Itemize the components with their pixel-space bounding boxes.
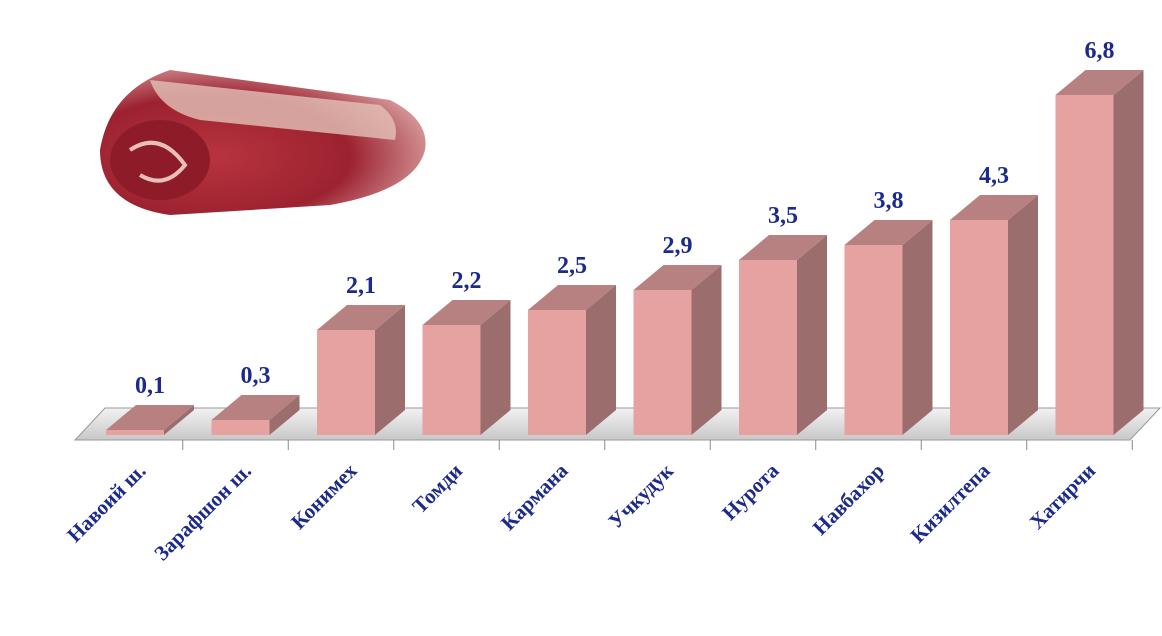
x-tick-label: Зарафшон ш. (149, 459, 256, 566)
bar (1055, 70, 1144, 435)
bar-top (211, 395, 300, 420)
bar-top (528, 285, 616, 310)
bar-side (797, 235, 827, 435)
bar-front (950, 220, 1008, 435)
x-tick-label: Нурота (717, 458, 784, 525)
x-tick-label: Кармана (496, 458, 573, 535)
bar-front (317, 330, 375, 435)
value-label: 2,2 (452, 268, 482, 294)
bar (211, 395, 300, 435)
bar-front (211, 420, 270, 435)
x-tick-label: Томди (407, 459, 467, 519)
bar (528, 285, 616, 435)
x-tick-label: Кизилтепа (906, 458, 995, 547)
bar-side (691, 265, 722, 435)
value-label: 0,1 (135, 373, 165, 399)
value-label: 3,5 (768, 203, 798, 229)
bar (844, 220, 933, 435)
bar-top (844, 220, 933, 245)
bar-side (902, 220, 933, 435)
value-label: 2,9 (663, 233, 693, 259)
value-label: 0,3 (241, 363, 271, 389)
bar (633, 265, 722, 435)
bar-front (739, 260, 797, 435)
bar-top (422, 300, 511, 325)
bar (422, 300, 511, 435)
meat-fat (150, 80, 396, 140)
bar (739, 235, 827, 435)
value-label: 4,3 (979, 163, 1009, 189)
value-label: 3,8 (874, 188, 904, 214)
bar-front (1055, 95, 1114, 435)
x-tick-label: Хатирчи (1025, 459, 1100, 534)
value-label: 2,1 (346, 273, 376, 299)
bar-top (317, 305, 405, 330)
bar-side (1008, 195, 1038, 435)
bar-side (269, 395, 300, 435)
bar-side (480, 300, 511, 435)
bar-top (106, 405, 194, 430)
bar-top (633, 265, 722, 290)
bar-front (844, 245, 903, 435)
bar-front (528, 310, 586, 435)
bars (106, 70, 1144, 435)
x-tick-label: Навоий ш. (62, 459, 150, 547)
bar-front (422, 325, 481, 435)
bar-side (1113, 70, 1144, 435)
bar (950, 195, 1038, 435)
meat-marbling (128, 140, 188, 183)
bar (106, 405, 194, 435)
x-tick-label: Учкудук (603, 458, 678, 533)
bar-side (164, 405, 194, 435)
bar-top (950, 195, 1038, 220)
bar-top (739, 235, 827, 260)
value-label: 2,5 (557, 253, 587, 279)
value-label: 6,8 (1085, 38, 1115, 64)
bar-top (1055, 70, 1144, 95)
bar-front (633, 290, 692, 435)
x-tick-label: Навбахор (808, 459, 889, 540)
meat-cut (110, 120, 210, 200)
bar-front (106, 430, 164, 435)
bar-side (586, 285, 616, 435)
bar (317, 305, 405, 435)
meat-illustration (100, 70, 426, 215)
bar-side (375, 305, 405, 435)
x-tick-label: Конимех (286, 458, 362, 534)
